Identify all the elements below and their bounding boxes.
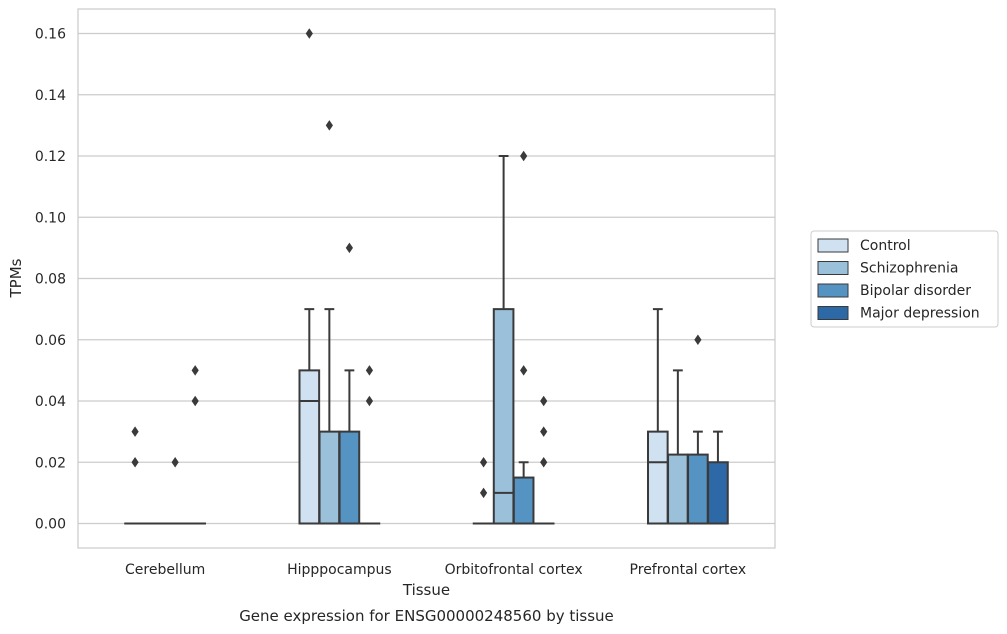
y-axis-ticks: 0.00 0.02 0.04 0.06 0.08 0.10 0.12 0.14 0.16 [35, 27, 66, 533]
x-tick-label: Hipppocampus [287, 562, 392, 578]
box-body [298, 369, 321, 525]
x-tick-label: Prefrontal cortex [630, 562, 747, 578]
legend-frame [810, 230, 999, 328]
legend-swatch [817, 238, 849, 253]
y-tick-label: 0.10 [35, 210, 66, 226]
y-axis-title: TPMs [7, 258, 25, 298]
box-body [667, 453, 689, 525]
y-tick-label: 0.06 [35, 333, 66, 349]
box-major-depression-2 [532, 395, 555, 525]
y-tick-label: 0.04 [35, 394, 66, 410]
legend-items: Control Schizophrenia Bipolar disorder Majo… [817, 238, 980, 322]
box-body [646, 430, 669, 525]
box-bipolar-disorder-1 [338, 242, 361, 525]
outlier-point [365, 365, 374, 376]
box-body [318, 430, 341, 525]
x-axis-ticks: Cerebellum Hipppocampus Orbitofrontal cort… [125, 562, 746, 578]
y-tick-label: 0.02 [35, 455, 66, 471]
y-tick-label: 0.14 [35, 88, 66, 104]
outlier-point [131, 426, 139, 437]
outlier-point [171, 457, 179, 468]
box-schizophrenia-3 [667, 369, 689, 525]
box-body [687, 453, 709, 525]
outlier-point [325, 120, 333, 131]
box-control-1 [298, 28, 321, 525]
box-bipolar-disorder-0 [164, 457, 186, 525]
box-body [512, 476, 535, 525]
outlier-point [365, 395, 374, 407]
x-tick-label: Orbitofrontal cortex [445, 562, 583, 578]
box-major-depression-0 [184, 365, 207, 525]
box-schizophrenia-2 [492, 155, 515, 525]
outlier-point [305, 28, 313, 39]
legend-swatch [817, 306, 849, 320]
y-tick-label: 0.16 [35, 27, 66, 43]
outlier-point [345, 242, 353, 254]
outlier-point [131, 457, 139, 468]
outlier-point [520, 150, 528, 162]
plot-area-frame [77, 8, 776, 549]
box-bipolar-disorder-3 [687, 334, 709, 525]
legend-swatch [817, 261, 849, 275]
outlier-point [191, 395, 199, 407]
legend: Control Schizophrenia Bipolar disorder Majo… [810, 230, 999, 328]
plot-boxes [124, 28, 729, 525]
box-control-0 [124, 426, 146, 525]
box-schizophrenia-1 [318, 120, 341, 525]
legend-swatch [817, 283, 849, 298]
legend-label: Control [860, 238, 911, 254]
box-bipolar-disorder-2 [512, 150, 535, 525]
outlier-point [479, 457, 488, 468]
outlier-point [520, 365, 528, 376]
x-tick-label: Cerebellum [125, 562, 205, 578]
box-body [492, 308, 515, 525]
box-major-depression-3 [707, 430, 729, 525]
box-major-depression-1 [358, 365, 381, 525]
outlier-point [191, 365, 199, 376]
y-tick-label: 0.00 [35, 517, 66, 533]
y-tick-label: 0.08 [35, 272, 66, 288]
outlier-point [540, 395, 548, 407]
box-body [338, 430, 361, 525]
box-control-3 [646, 308, 669, 525]
legend-label: Major depression [860, 306, 980, 322]
chart-caption: Gene expression for ENSG00000248560 by t… [239, 607, 614, 625]
legend-label: Schizophrenia [860, 261, 958, 277]
outlier-point [540, 426, 548, 437]
x-axis-title: Tissue [402, 581, 450, 599]
outlier-point [479, 487, 488, 499]
box-body [707, 461, 729, 525]
outlier-point [540, 457, 548, 468]
legend-label: Bipolar disorder [860, 283, 971, 299]
outlier-point [694, 334, 702, 345]
y-tick-label: 0.12 [35, 149, 66, 165]
box-control-2 [472, 457, 495, 525]
gridlines [78, 32, 775, 525]
